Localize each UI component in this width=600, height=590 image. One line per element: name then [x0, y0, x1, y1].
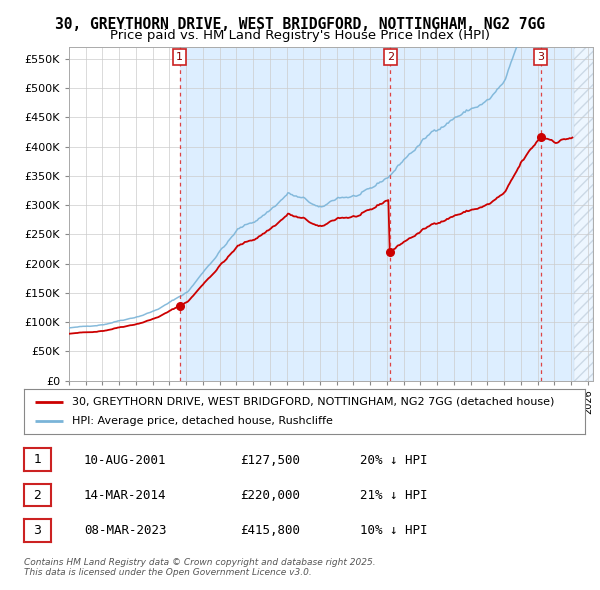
Text: 10-AUG-2001: 10-AUG-2001	[84, 454, 167, 467]
Text: 30, GREYTHORN DRIVE, WEST BRIDGFORD, NOTTINGHAM, NG2 7GG: 30, GREYTHORN DRIVE, WEST BRIDGFORD, NOT…	[55, 17, 545, 31]
Text: 10% ↓ HPI: 10% ↓ HPI	[360, 525, 427, 537]
Text: 20% ↓ HPI: 20% ↓ HPI	[360, 454, 427, 467]
Text: Contains HM Land Registry data © Crown copyright and database right 2025.
This d: Contains HM Land Registry data © Crown c…	[24, 558, 376, 577]
Text: 3: 3	[34, 524, 41, 537]
Bar	[179, 47, 391, 381]
Text: £127,500: £127,500	[240, 454, 300, 467]
Text: Price paid vs. HM Land Registry's House Price Index (HPI): Price paid vs. HM Land Registry's House …	[110, 30, 490, 42]
Bar	[541, 47, 574, 381]
Text: HPI: Average price, detached house, Rushcliffe: HPI: Average price, detached house, Rush…	[71, 417, 332, 426]
Text: 1: 1	[176, 52, 183, 62]
Text: 2: 2	[387, 52, 394, 62]
Bar	[391, 47, 541, 381]
Text: 3: 3	[537, 52, 544, 62]
Text: 21% ↓ HPI: 21% ↓ HPI	[360, 489, 427, 502]
Text: £415,800: £415,800	[240, 525, 300, 537]
Text: 1: 1	[34, 453, 41, 466]
Text: 2: 2	[34, 489, 41, 502]
Bar	[574, 47, 593, 381]
Text: 30, GREYTHORN DRIVE, WEST BRIDGFORD, NOTTINGHAM, NG2 7GG (detached house): 30, GREYTHORN DRIVE, WEST BRIDGFORD, NOT…	[71, 397, 554, 407]
Text: £220,000: £220,000	[240, 489, 300, 502]
Text: 08-MAR-2023: 08-MAR-2023	[84, 525, 167, 537]
Text: 14-MAR-2014: 14-MAR-2014	[84, 489, 167, 502]
